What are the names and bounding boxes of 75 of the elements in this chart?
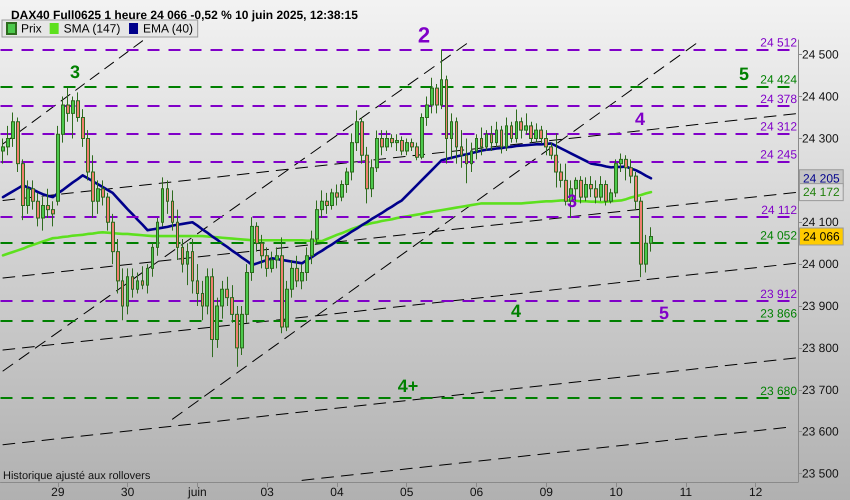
legend-label: Prix <box>21 22 42 36</box>
x-tick-label: 12 <box>748 485 763 499</box>
annotation: 2 <box>418 22 430 48</box>
candlestick <box>186 242 189 286</box>
candlestick <box>126 268 129 315</box>
ref-line-label: 23 680 <box>760 384 798 398</box>
candlestick <box>171 190 174 232</box>
x-tick-label: 10 <box>609 485 624 499</box>
candlestick <box>510 121 513 144</box>
candlestick <box>156 218 159 256</box>
candlestick <box>455 117 458 164</box>
candlestick <box>161 176 164 227</box>
candlestick <box>475 134 478 160</box>
candlestick <box>465 138 468 184</box>
candlestick <box>485 130 488 152</box>
candlestick <box>176 209 179 260</box>
annotation: 3 <box>70 62 80 82</box>
candlestick <box>460 130 463 168</box>
ref-line-label: 24 378 <box>760 92 798 106</box>
legend-label: EMA (40) <box>143 22 194 36</box>
ref-line-label: 23 912 <box>760 287 798 302</box>
candlestick <box>166 180 169 214</box>
ref-line-label: 24 112 <box>761 203 798 218</box>
ref-line-label: 24 424 <box>760 72 798 87</box>
y-tick-label: 24 100 <box>802 215 840 230</box>
x-tick-label: 04 <box>330 485 344 499</box>
ref-line-label: 24 245 <box>760 148 798 162</box>
candlestick <box>196 264 199 307</box>
candlestick <box>141 266 144 290</box>
candlestick <box>131 268 134 298</box>
annotation: 5 <box>658 303 670 323</box>
annotation: 4+ <box>398 376 418 396</box>
x-tick-label: 09 <box>540 485 554 499</box>
x-tick-label: juin <box>187 485 207 499</box>
y-tick-label: 23 600 <box>802 424 840 439</box>
candlestick <box>470 142 473 172</box>
candlestick <box>151 242 154 278</box>
y-tick-label: 24 500 <box>802 48 840 62</box>
ref-line-label: 24 052 <box>760 228 798 242</box>
x-tick-label: 29 <box>51 485 65 499</box>
candlestick <box>136 272 139 294</box>
ref-line-label: 23 866 <box>760 306 798 320</box>
y-tick-label: 23 800 <box>802 340 840 355</box>
y-tick-label: 24 000 <box>802 257 840 272</box>
y-tick-label: 23 700 <box>802 382 840 397</box>
ref-line-label: 24 512 <box>760 36 798 50</box>
candlestick <box>500 125 503 154</box>
candlestick <box>445 75 448 164</box>
annotation: 24 172 <box>803 185 840 200</box>
candlestick <box>505 117 508 152</box>
annotation: 5 <box>738 64 750 84</box>
annotation: 4 <box>634 109 646 129</box>
x-tick-label: 03 <box>260 485 274 499</box>
y-tick-label: 23 500 <box>802 466 840 481</box>
candlestick <box>480 127 483 156</box>
candlestick <box>191 238 194 294</box>
annotation: 24 205 <box>803 171 840 186</box>
candlestick <box>450 112 453 160</box>
x-tick-label: 11 <box>680 485 692 499</box>
x-tick-label: 30 <box>120 485 135 499</box>
annotation: Historique ajusté aux rollovers <box>3 470 151 482</box>
y-tick-label: 24 400 <box>802 90 840 104</box>
candlestick <box>181 238 184 274</box>
annotation: 24 066 <box>803 229 840 244</box>
annotation: 4 <box>510 301 522 321</box>
candlestick <box>495 121 498 148</box>
candlestick <box>146 264 149 294</box>
ref-line-label: 24 312 <box>760 119 798 134</box>
candlestick <box>490 125 493 152</box>
x-tick-label: 05 <box>400 485 414 499</box>
y-tick-label: 23 900 <box>802 299 840 314</box>
x-tick-label: 06 <box>470 485 484 499</box>
legend-label: SMA (147) <box>64 22 120 36</box>
chart-title: DAX40 Full0625 1 heure 24 066 -0,52 % 10 juin 2025, 12:38:15 <box>11 8 358 22</box>
y-tick-label: 24 300 <box>802 131 840 146</box>
